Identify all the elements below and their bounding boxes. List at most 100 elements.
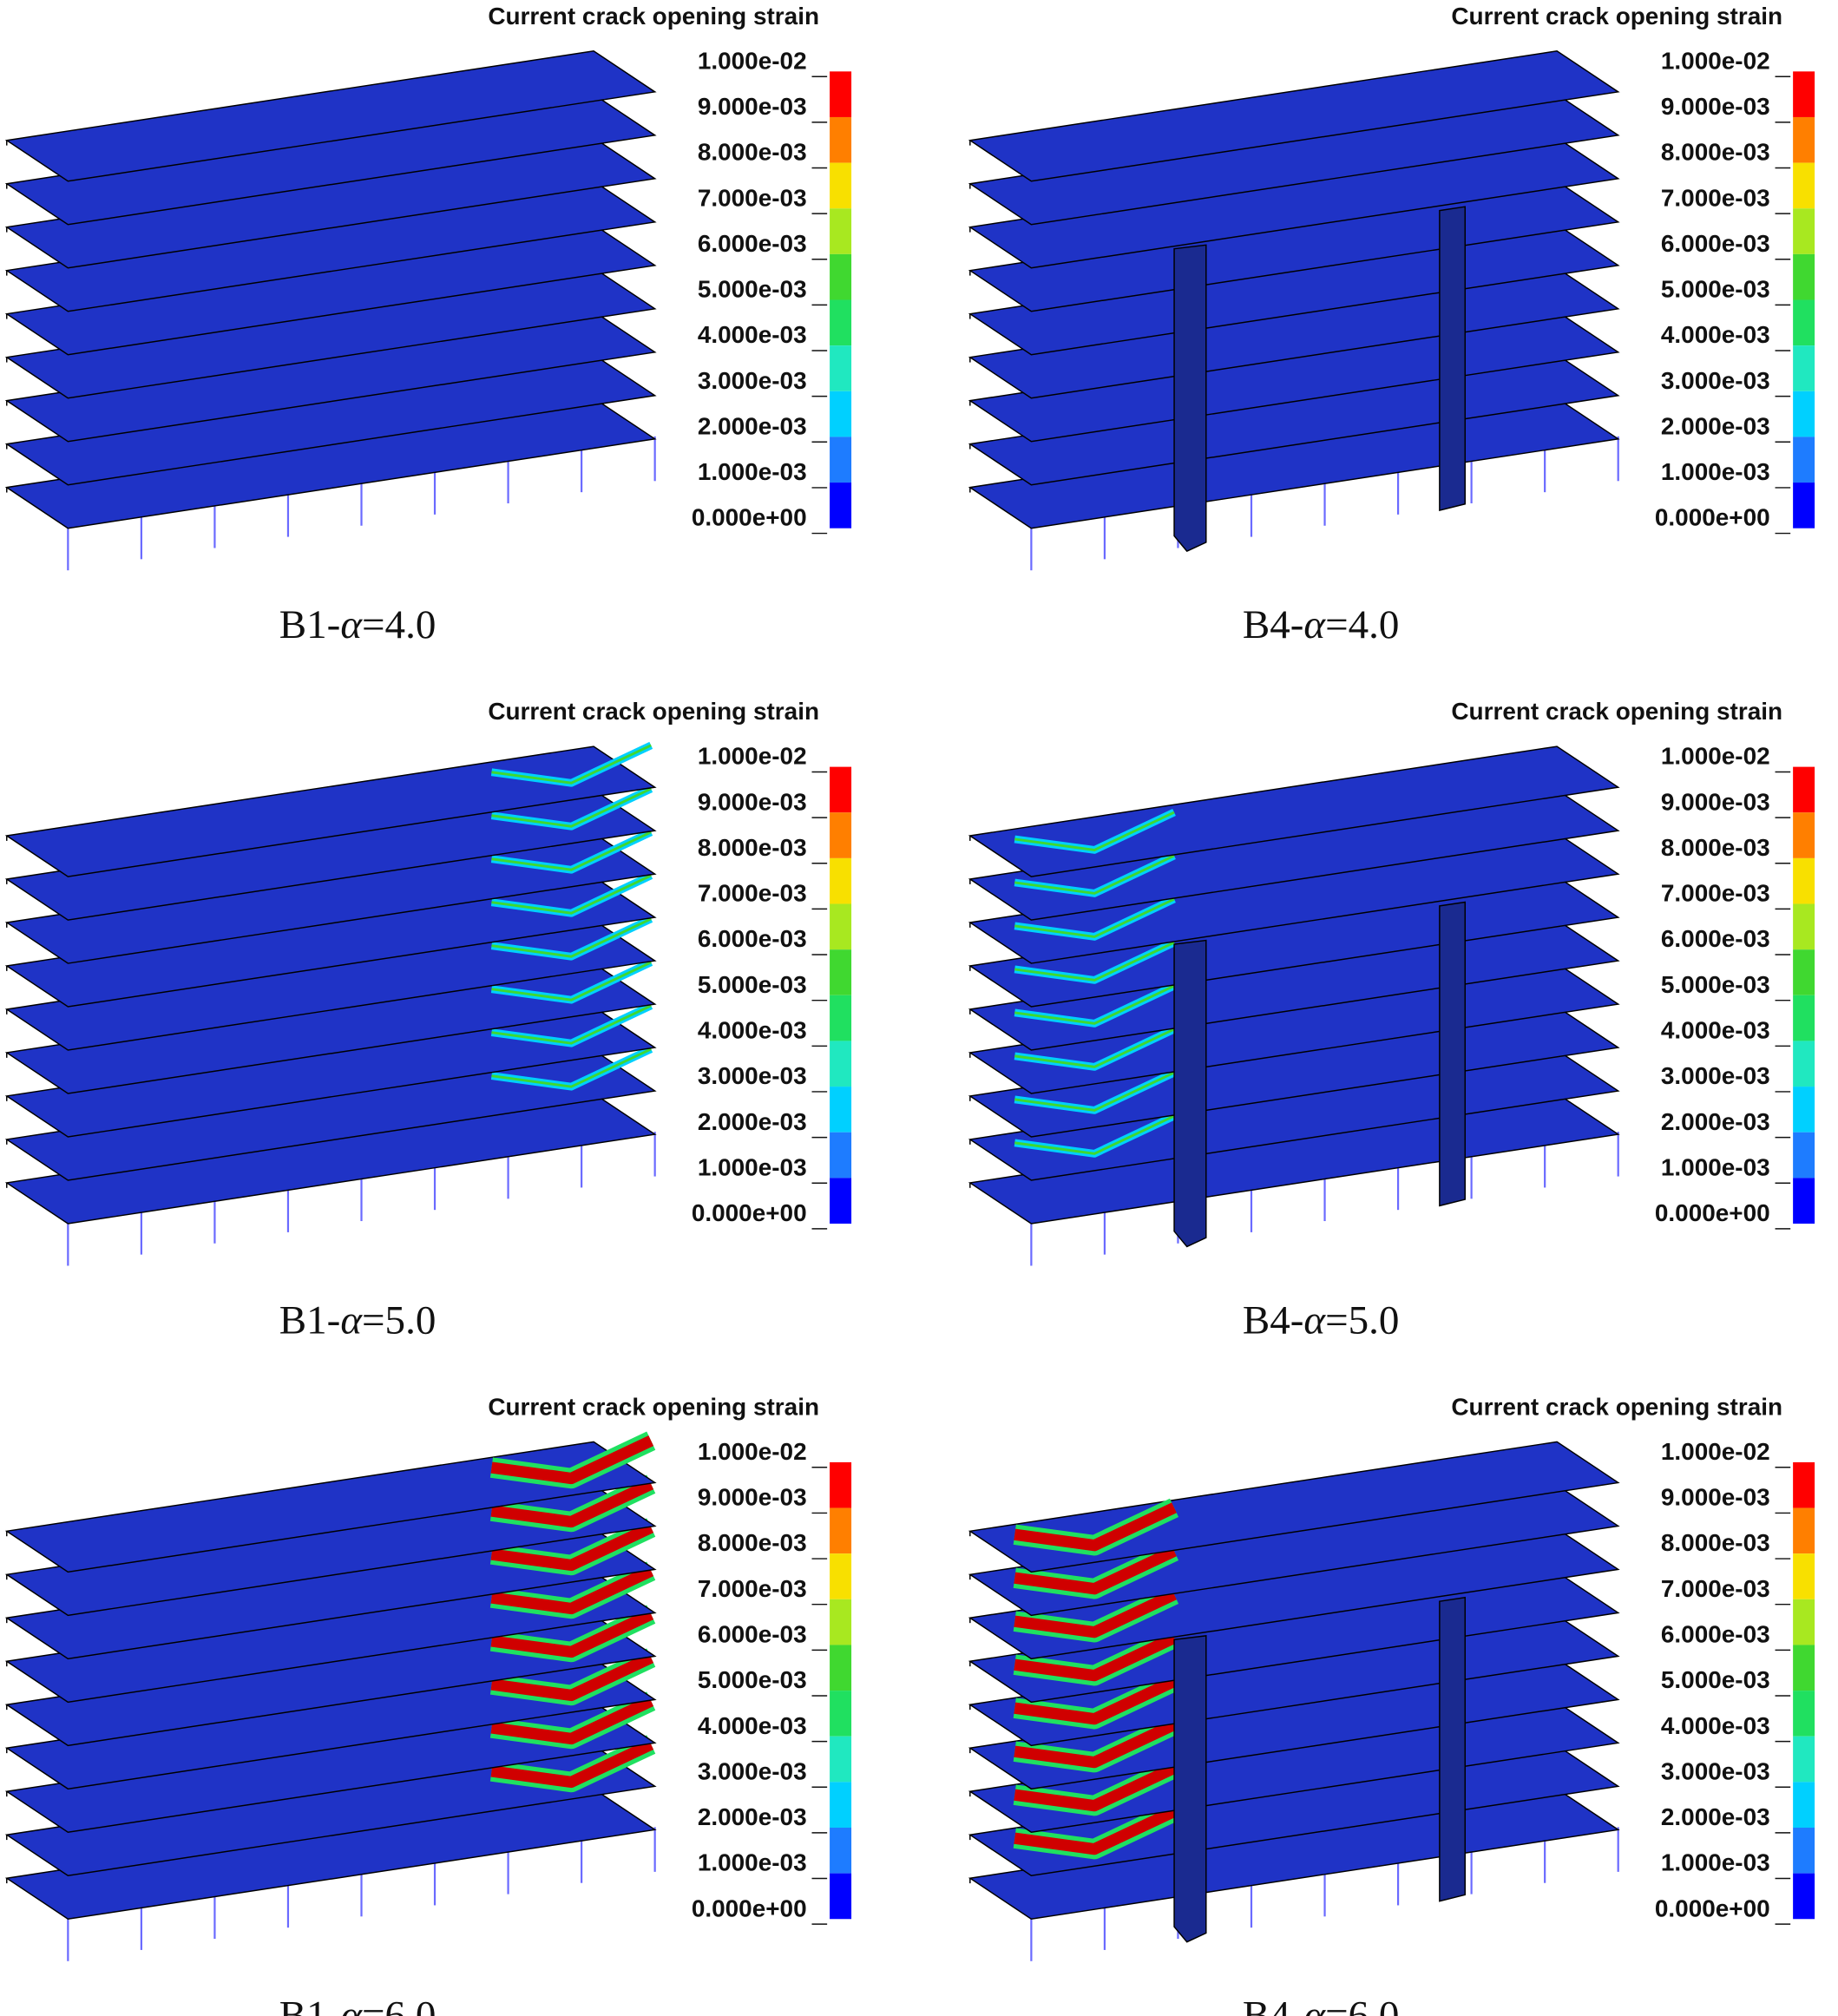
legend-label: 2.000e-03 (1661, 1108, 1770, 1135)
legend-label: 9.000e-03 (698, 1484, 807, 1511)
legend-label: 8.000e-03 (1661, 139, 1770, 166)
caption-symbol: α (1303, 1993, 1326, 2016)
caption-suffix: =4.0 (1325, 602, 1399, 647)
legend-label: 1.000e-03 (698, 458, 807, 485)
legend-label: 7.000e-03 (698, 184, 807, 211)
legend-swatch (1793, 483, 1815, 529)
crack-core (1014, 811, 1175, 851)
legend-swatch (1793, 1041, 1815, 1087)
crack-core (1014, 1632, 1177, 1682)
panel: Current crack opening strain 1.000e-02 9.0… (4, 3, 852, 647)
legend-label: 5.000e-03 (1661, 276, 1770, 303)
legend-label: 1.000e-02 (1661, 743, 1770, 770)
caption: B4-α=6.0 (1243, 1993, 1400, 2016)
crack-core (1014, 1589, 1177, 1638)
legend-label: 3.000e-03 (698, 367, 807, 394)
legend-swatch (830, 71, 852, 117)
crack-core (490, 1609, 654, 1658)
crack-core (491, 787, 652, 828)
crack-core (491, 874, 652, 915)
caption-symbol: α (340, 1297, 363, 1343)
legend-label: 0.000e+00 (692, 1895, 807, 1921)
legend-label: 9.000e-03 (1661, 1484, 1770, 1511)
crack-core (491, 917, 652, 958)
crack-core (490, 1522, 654, 1572)
legend-label: 2.000e-03 (698, 412, 807, 439)
legend-swatch (1793, 208, 1815, 254)
legend-swatch (830, 949, 852, 995)
legend-swatch (1793, 1178, 1815, 1224)
shear-wall (1173, 939, 1207, 1248)
legend-label: 7.000e-03 (1661, 1575, 1770, 1602)
legend-label: 5.000e-03 (698, 971, 807, 998)
crack-core (490, 1566, 654, 1615)
legend-label: 3.000e-03 (1661, 367, 1770, 394)
legend-label: 3.000e-03 (1661, 1062, 1770, 1089)
legend-label: 1.000e-03 (1661, 1153, 1770, 1180)
legend-swatch (1793, 1782, 1815, 1828)
legend-label: 6.000e-03 (1661, 230, 1770, 257)
legend-swatch (1793, 253, 1815, 300)
legend-label: 2.000e-03 (698, 1108, 807, 1135)
legend-swatch (1793, 1461, 1815, 1508)
caption-symbol: α (340, 1993, 363, 2016)
crack-core (1014, 1028, 1175, 1068)
legend-label: 7.000e-03 (698, 1575, 807, 1602)
legend-swatch (1793, 1691, 1815, 1737)
legend-swatch (830, 299, 852, 346)
panel: Current crack opening strain 1.000e-02 9.0… (968, 698, 1815, 1343)
legend-swatch (1793, 1873, 1815, 1920)
legend-swatch (1793, 903, 1815, 950)
legend-label: 1.000e-03 (698, 1153, 807, 1180)
crack-core (1014, 1114, 1175, 1155)
legend-label: 1.000e-03 (1661, 1849, 1770, 1876)
crack-core (1014, 984, 1175, 1025)
caption-suffix: =6.0 (1325, 1993, 1399, 2016)
legend-swatch (830, 1691, 852, 1737)
legend-swatch (1793, 949, 1815, 995)
legend-label: 3.000e-03 (698, 1757, 807, 1784)
legend-swatch (830, 1041, 852, 1087)
legend-label: 5.000e-03 (1661, 971, 1770, 998)
legend-label: 0.000e+00 (1655, 1895, 1770, 1921)
legend-swatch (1793, 1599, 1815, 1645)
legend-swatch (830, 162, 852, 209)
legend-title: Current crack opening strain (488, 3, 819, 30)
legend-swatch (830, 391, 852, 437)
caption-symbol: α (340, 602, 363, 647)
legend-label: 7.000e-03 (1661, 184, 1770, 211)
legend-label: 9.000e-03 (1661, 788, 1770, 815)
legend-label: 9.000e-03 (698, 93, 807, 120)
legend-swatch (830, 1553, 852, 1599)
legend-label: 3.000e-03 (1661, 1757, 1770, 1784)
legend-swatch (830, 437, 852, 483)
legend-swatch (830, 995, 852, 1041)
crack-core (491, 744, 652, 785)
caption-prefix: B1- (279, 1993, 341, 2016)
crack-core (490, 1479, 654, 1528)
caption: B4-α=5.0 (1243, 1297, 1400, 1343)
legend-title: Current crack opening strain (1451, 3, 1782, 30)
crack-core (490, 1739, 654, 1789)
legend-label: 4.000e-03 (698, 321, 807, 348)
caption-prefix: B1- (279, 1297, 341, 1343)
legend-label: 8.000e-03 (1661, 1529, 1770, 1556)
legend-swatch (1793, 1132, 1815, 1179)
shear-wall (1439, 206, 1467, 512)
legend-title: Current crack opening strain (488, 698, 819, 725)
legend-swatch (830, 483, 852, 529)
legend-swatch (830, 766, 852, 813)
legend-label: 4.000e-03 (1661, 321, 1770, 348)
floor-slab (968, 50, 1620, 182)
legend-swatch (1793, 299, 1815, 346)
crack-core (1014, 1071, 1175, 1112)
legend-label: 1.000e-02 (698, 1438, 807, 1465)
legend-swatch (830, 1782, 852, 1828)
legend-swatch (1793, 857, 1815, 904)
caption-suffix: =4.0 (362, 602, 436, 647)
legend-label: 8.000e-03 (698, 139, 807, 166)
legend-swatch (1793, 345, 1815, 391)
legend-label: 5.000e-03 (1661, 1666, 1770, 1693)
legend-label: 8.000e-03 (1661, 834, 1770, 861)
